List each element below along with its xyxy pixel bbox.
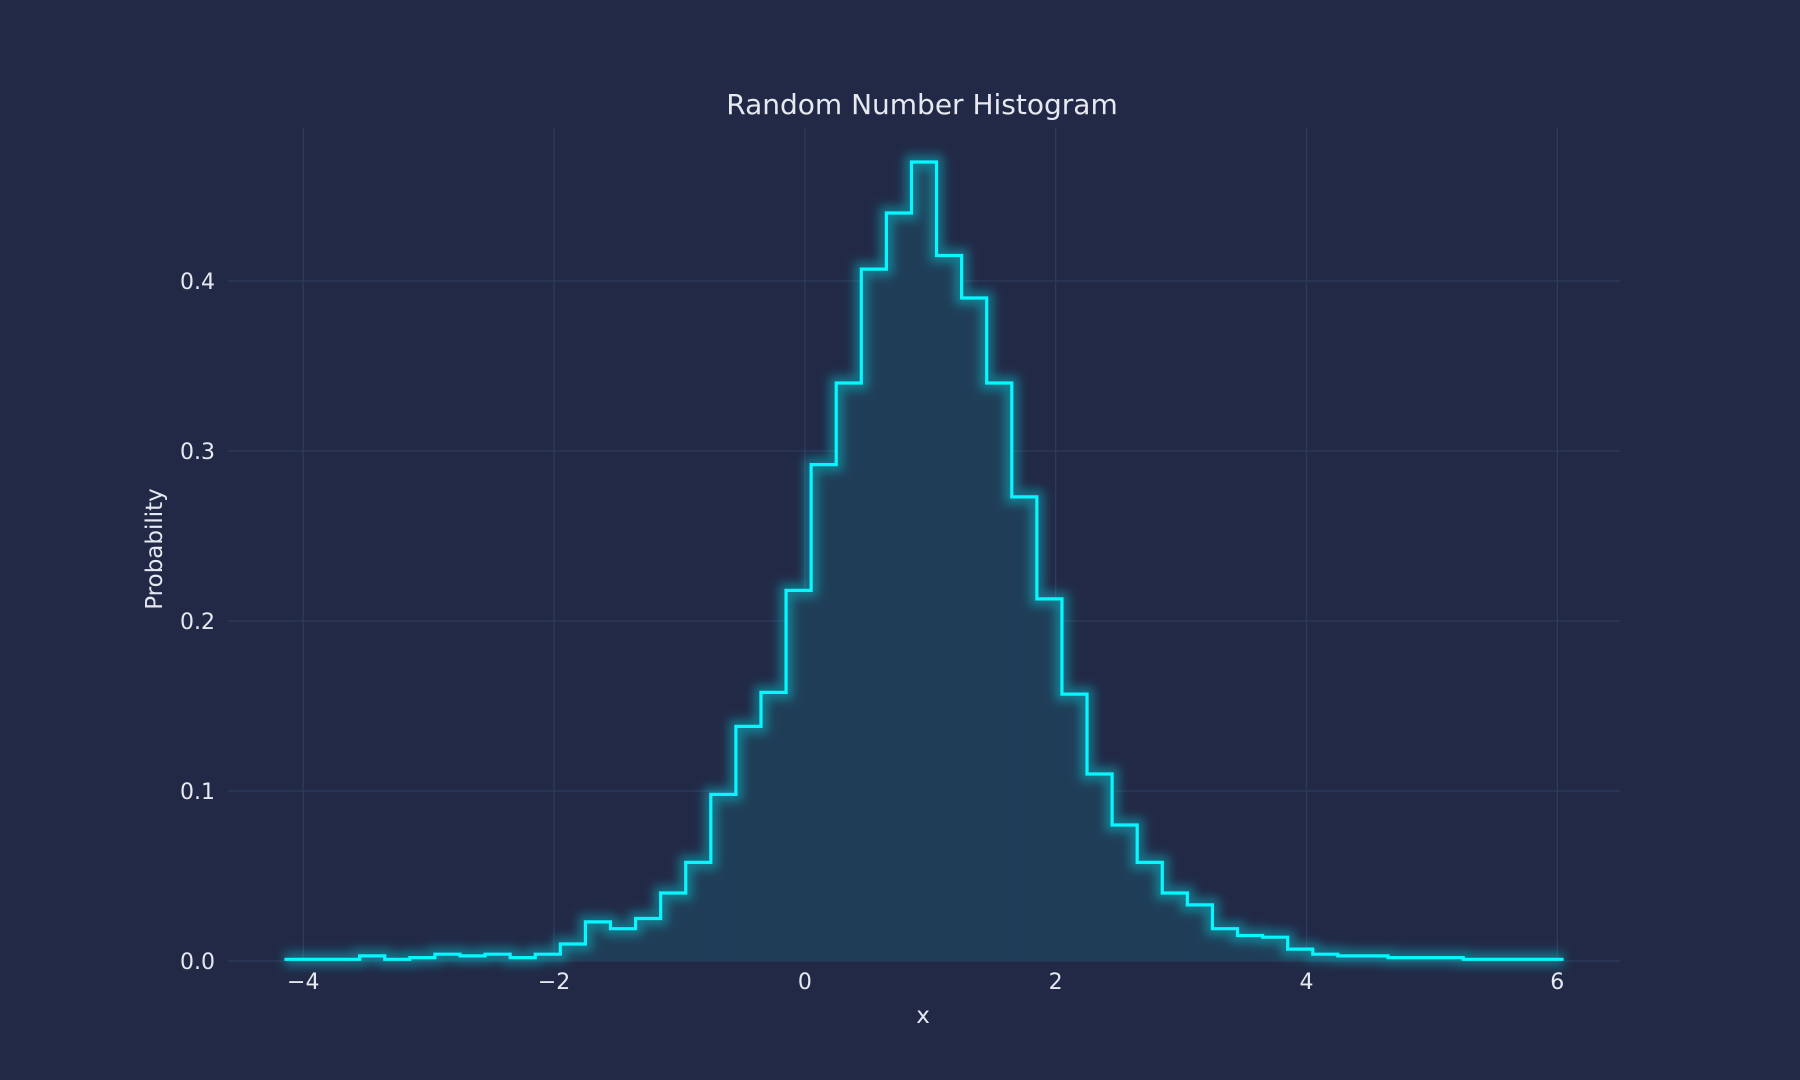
y-tick-label: 0.2 bbox=[180, 610, 215, 635]
y-tick-label: 0.0 bbox=[180, 950, 215, 975]
histogram-bar bbox=[836, 383, 862, 961]
x-tick-label: 2 bbox=[1049, 970, 1063, 995]
histogram-bar bbox=[760, 692, 787, 961]
x-tick-label: 0 bbox=[798, 970, 812, 995]
bars bbox=[284, 162, 1565, 962]
outline-line bbox=[284, 160, 1564, 961]
histogram-bar bbox=[911, 162, 938, 961]
y-tick-label: 0.4 bbox=[180, 270, 215, 295]
x-tick-label: −2 bbox=[538, 970, 570, 995]
chart-title: Random Number Histogram bbox=[726, 88, 1117, 121]
histogram-outline bbox=[284, 155, 1564, 967]
y-axis-label: Probability bbox=[142, 488, 168, 610]
x-tick-label: −4 bbox=[287, 970, 319, 995]
y-axis-ticks: 0.0 0.1 0.2 0.3 0.4 bbox=[180, 270, 215, 975]
histogram-bar bbox=[961, 298, 988, 961]
x-tick-label: 4 bbox=[1299, 970, 1313, 995]
histogram-bar bbox=[886, 213, 912, 961]
histogram-bar bbox=[936, 255, 963, 961]
x-tick-label: 6 bbox=[1550, 970, 1564, 995]
x-axis-label: x bbox=[916, 1003, 930, 1029]
y-tick-label: 0.1 bbox=[180, 780, 215, 805]
y-tick-label: 0.3 bbox=[180, 440, 215, 465]
x-axis-ticks: −4 −2 0 2 4 6 bbox=[287, 970, 1564, 995]
